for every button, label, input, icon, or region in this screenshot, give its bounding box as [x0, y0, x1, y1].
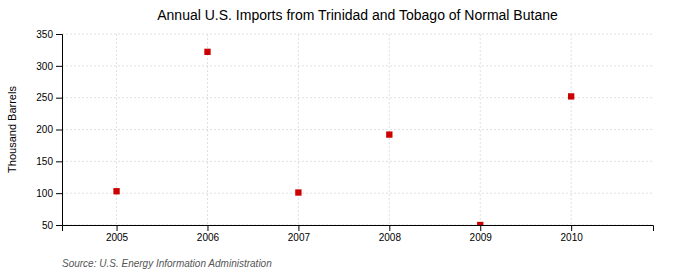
tick: 350: [36, 29, 62, 40]
grid-line-y: [62, 129, 653, 130]
grid-line-y: [62, 161, 653, 162]
tick-label: 2009: [470, 232, 493, 243]
tick: 2009: [470, 225, 493, 243]
tick-label: 2010: [561, 232, 584, 243]
point: [568, 93, 574, 99]
y-axis: 50 100 150 200 250 300 350: [36, 29, 62, 231]
tick-mark: [389, 225, 390, 231]
tick-mark: [56, 225, 62, 226]
tick: 300: [36, 61, 62, 72]
tick-mark: [480, 225, 481, 231]
tick-mark: [298, 225, 299, 231]
tick-label: 2008: [379, 232, 402, 243]
tick-label: 300: [36, 61, 53, 72]
grid: [62, 34, 653, 225]
tick-label: 2007: [288, 232, 311, 243]
tick: 100: [36, 188, 62, 199]
tick-mark: [56, 34, 62, 35]
tick: 2008: [379, 225, 402, 243]
grid-line-x: [116, 34, 117, 225]
tick: 2010: [561, 225, 584, 243]
plot: 2005 2006 2007 2008 2009 2010 50 100 150 200 250 30…: [36, 29, 653, 243]
title: Annual U.S. Imports from Trinidad and To…: [157, 7, 558, 23]
grid-line-x: [480, 34, 481, 225]
grid-line-y: [62, 65, 653, 66]
grid-line-x: [207, 34, 208, 225]
tick-label: 2006: [197, 232, 220, 243]
tick: 2007: [288, 225, 311, 243]
tick: 2005: [106, 225, 129, 243]
points: [113, 49, 574, 225]
tick-label: 50: [42, 220, 54, 231]
x-axis: 2005 2006 2007 2008 2009 2010: [63, 225, 654, 243]
point: [113, 188, 119, 194]
point: [295, 189, 301, 195]
tick-label: 150: [36, 156, 53, 167]
point: [477, 222, 483, 225]
y-axis-label: Thousand Barrels: [6, 86, 18, 173]
tick-label: 350: [36, 29, 53, 40]
tick-mark: [571, 225, 572, 231]
tick: 50: [42, 220, 62, 231]
tick: 2006: [197, 225, 220, 243]
grid-line-x: [298, 34, 299, 225]
tick-label: 250: [36, 92, 53, 103]
grid-line-y: [62, 97, 653, 98]
tick-mark: [117, 225, 118, 231]
chart: 2005 2006 2007 2008 2009 2010 50 100 150 200 250 30…: [0, 0, 675, 275]
tick: 200: [36, 124, 62, 135]
tick-mark: [56, 161, 62, 162]
tick-label: 2005: [106, 232, 129, 243]
annotation: Source: U.S. Energy Information Administ…: [62, 258, 272, 269]
tick-label: 100: [36, 188, 53, 199]
tick-mark: [207, 225, 208, 231]
tick-mark: [56, 130, 62, 131]
tick: 150: [36, 156, 62, 167]
tick: 250: [36, 92, 62, 103]
tick-mark: [56, 193, 62, 194]
tick-label: 200: [36, 124, 53, 135]
grid-line-y: [62, 193, 653, 194]
tick-mark: [56, 98, 62, 99]
grid-line-x: [389, 34, 390, 225]
tick-mark: [56, 66, 62, 67]
grid-line-x: [571, 34, 572, 225]
point: [204, 49, 210, 55]
point: [386, 131, 392, 137]
grid-line-y: [62, 34, 653, 35]
axis-domain: [56, 35, 63, 226]
axis-domain: [63, 226, 654, 232]
